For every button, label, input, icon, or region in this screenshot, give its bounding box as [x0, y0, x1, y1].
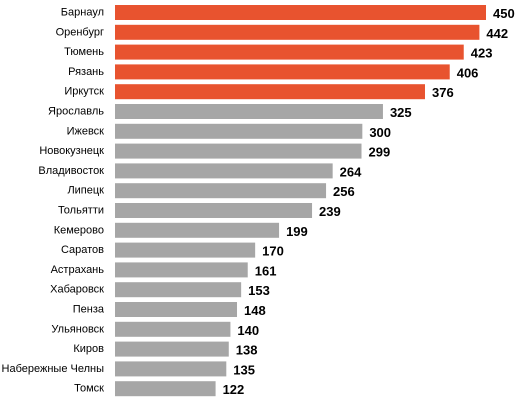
- bar-12: [115, 222, 280, 238]
- value-label-12: 199: [286, 224, 308, 239]
- bars-group: [115, 5, 486, 397]
- category-label-15: Хабаровск: [50, 284, 104, 296]
- bar-18: [115, 341, 229, 357]
- bar-16: [115, 302, 238, 317]
- bar-20: [115, 381, 216, 397]
- bar-15: [115, 282, 242, 298]
- category-label-3: Тюмень: [64, 46, 104, 58]
- bar-9: [115, 163, 333, 179]
- value-label-16: 148: [244, 303, 266, 318]
- category-label-2: Оренбург: [56, 26, 104, 38]
- bar-1: [115, 5, 486, 20]
- value-label-15: 153: [248, 283, 270, 298]
- value-label-7: 300: [369, 125, 391, 140]
- value-label-6: 325: [390, 105, 412, 120]
- bar-11: [115, 203, 313, 218]
- value-label-3: 423: [471, 46, 493, 61]
- category-label-8: Новокузнецк: [39, 145, 104, 157]
- category-label-18: Киров: [73, 343, 104, 355]
- value-label-13: 170: [262, 244, 284, 259]
- category-label-16: Пенза: [73, 304, 105, 316]
- category-label-4: Рязань: [68, 66, 104, 78]
- bar-14: [115, 262, 248, 278]
- value-label-8: 299: [369, 145, 391, 160]
- value-label-2: 442: [486, 26, 508, 41]
- category-label-1: Барнаул: [61, 7, 104, 19]
- value-label-4: 406: [457, 65, 479, 80]
- category-label-17: Ульяновск: [51, 323, 104, 335]
- bar-10: [115, 183, 327, 199]
- category-label-12: Кемерово: [54, 224, 104, 236]
- bar-17: [115, 321, 231, 337]
- category-labels: Барнаул Оренбург Тюмень Рязань Иркутск Яросла…: [2, 7, 105, 395]
- value-label-11: 239: [319, 204, 341, 219]
- category-label-14: Астрахань: [51, 264, 105, 276]
- category-label-5: Иркутск: [64, 86, 104, 98]
- category-label-13: Саратов: [61, 244, 104, 256]
- category-label-6: Ярославль: [48, 106, 104, 118]
- bar-4: [115, 64, 450, 80]
- value-label-18: 138: [236, 343, 258, 358]
- bar-2: [115, 24, 480, 40]
- bar-7: [115, 123, 363, 139]
- value-label-5: 376: [432, 85, 454, 100]
- category-label-11: Тольятти: [58, 205, 104, 217]
- category-label-7: Ижевск: [67, 125, 105, 137]
- bar-5: [115, 84, 425, 100]
- value-label-9: 264: [340, 164, 362, 179]
- value-label-1: 450: [493, 6, 515, 21]
- bar-6: [115, 104, 383, 119]
- bar-19: [115, 361, 227, 377]
- value-label-19: 135: [233, 362, 255, 377]
- bar-8: [115, 143, 362, 159]
- category-label-19: Набережные Челны: [2, 363, 105, 375]
- bar-13: [115, 242, 256, 258]
- value-label-17: 140: [237, 323, 259, 338]
- value-label-14: 161: [255, 263, 277, 278]
- value-label-10: 256: [333, 184, 355, 199]
- category-label-20: Томск: [74, 383, 104, 395]
- value-label-20: 122: [223, 382, 245, 397]
- category-label-10: Липецк: [67, 185, 104, 197]
- category-label-9: Владивосток: [38, 165, 104, 177]
- bar-3: [115, 44, 464, 60]
